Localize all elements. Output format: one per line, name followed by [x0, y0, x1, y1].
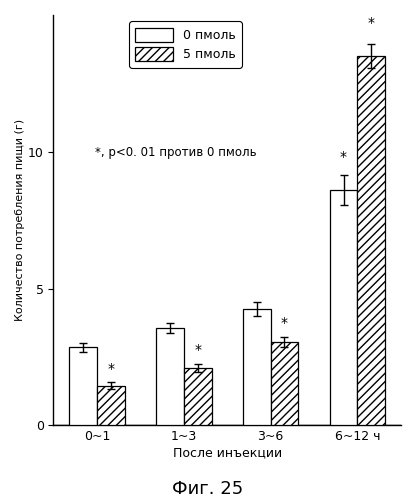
Y-axis label: Количество потребления пищи (г): Количество потребления пищи (г) — [15, 119, 25, 321]
Text: *, p<0. 01 против 0 пмоль: *, p<0. 01 против 0 пмоль — [95, 146, 257, 159]
Bar — [156, 328, 184, 426]
Text: *: * — [107, 362, 114, 376]
Bar — [243, 309, 270, 426]
X-axis label: После инъекции: После инъекции — [173, 446, 282, 459]
Text: *: * — [368, 16, 375, 30]
Bar — [97, 386, 125, 426]
Bar — [357, 56, 385, 426]
Bar — [329, 190, 357, 426]
Bar — [69, 347, 97, 426]
Bar — [184, 368, 212, 426]
Bar — [270, 342, 298, 426]
Legend: 0 пмоль, 5 пмоль: 0 пмоль, 5 пмоль — [129, 21, 242, 68]
Text: Фиг. 25: Фиг. 25 — [172, 480, 244, 498]
Text: *: * — [340, 150, 347, 164]
Text: *: * — [281, 316, 288, 330]
Text: *: * — [194, 343, 201, 357]
